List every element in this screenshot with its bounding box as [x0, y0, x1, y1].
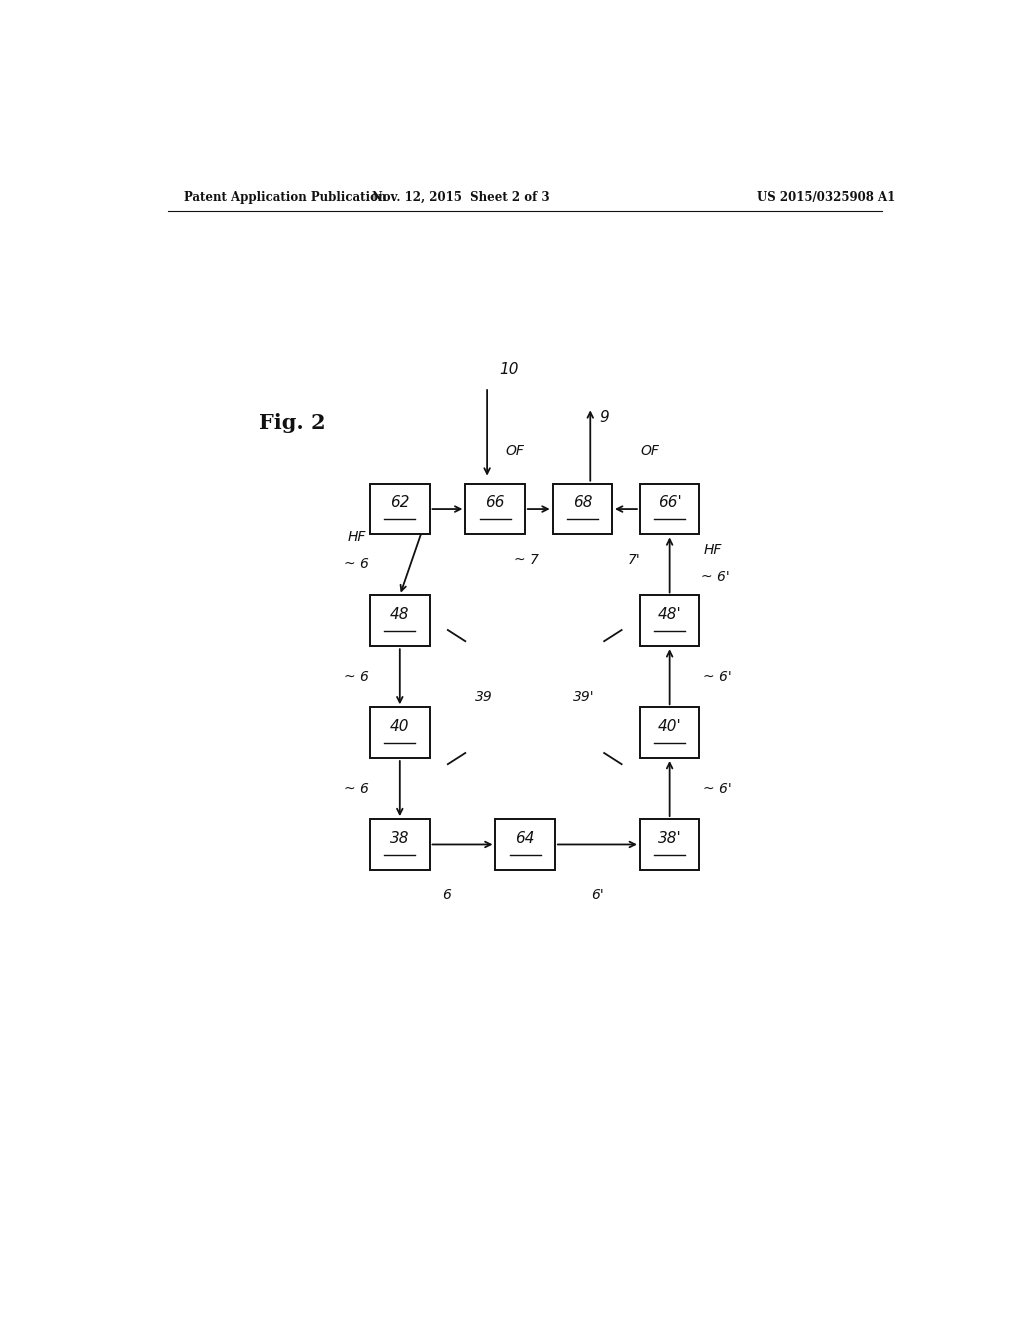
Text: Nov. 12, 2015  Sheet 2 of 3: Nov. 12, 2015 Sheet 2 of 3 — [373, 190, 550, 203]
Text: ~ 6': ~ 6' — [701, 570, 730, 585]
Bar — [370, 818, 430, 870]
Text: 40': 40' — [657, 719, 682, 734]
Text: 62: 62 — [390, 495, 410, 511]
Text: ~ 6: ~ 6 — [344, 557, 369, 572]
Text: OF: OF — [640, 445, 659, 458]
Text: HF: HF — [703, 543, 722, 557]
Text: ~ 6: ~ 6 — [344, 669, 369, 684]
Bar — [640, 708, 699, 758]
Text: ~ 6': ~ 6' — [702, 781, 731, 796]
Text: 6: 6 — [442, 888, 451, 902]
Text: 68: 68 — [572, 495, 592, 511]
Text: Patent Application Publication: Patent Application Publication — [183, 190, 386, 203]
Text: 9: 9 — [600, 411, 609, 425]
Text: 6': 6' — [591, 888, 604, 902]
Text: Fig. 2: Fig. 2 — [259, 413, 326, 433]
Bar — [370, 595, 430, 647]
Bar — [370, 483, 430, 535]
Text: ~ 6: ~ 6 — [344, 781, 369, 796]
Bar — [496, 818, 555, 870]
Text: 48: 48 — [390, 607, 410, 622]
Text: 48': 48' — [657, 607, 682, 622]
Text: 39: 39 — [475, 690, 493, 704]
Bar — [640, 483, 699, 535]
Bar — [553, 483, 612, 535]
Bar — [640, 595, 699, 647]
Text: OF: OF — [506, 445, 524, 458]
Text: 7': 7' — [628, 553, 640, 566]
Text: ~ 6': ~ 6' — [702, 669, 731, 684]
Text: 10: 10 — [499, 362, 518, 378]
Text: 66: 66 — [485, 495, 505, 511]
Text: 39': 39' — [573, 690, 595, 704]
Text: ~ 7: ~ 7 — [514, 553, 540, 566]
Text: 38': 38' — [657, 830, 682, 846]
Text: 40: 40 — [390, 719, 410, 734]
Text: HF: HF — [348, 531, 367, 544]
Bar — [370, 708, 430, 758]
Bar — [465, 483, 524, 535]
Text: 38: 38 — [390, 830, 410, 846]
Bar — [640, 818, 699, 870]
Text: US 2015/0325908 A1: US 2015/0325908 A1 — [757, 190, 896, 203]
Text: 64: 64 — [515, 830, 535, 846]
Text: 66': 66' — [657, 495, 682, 511]
